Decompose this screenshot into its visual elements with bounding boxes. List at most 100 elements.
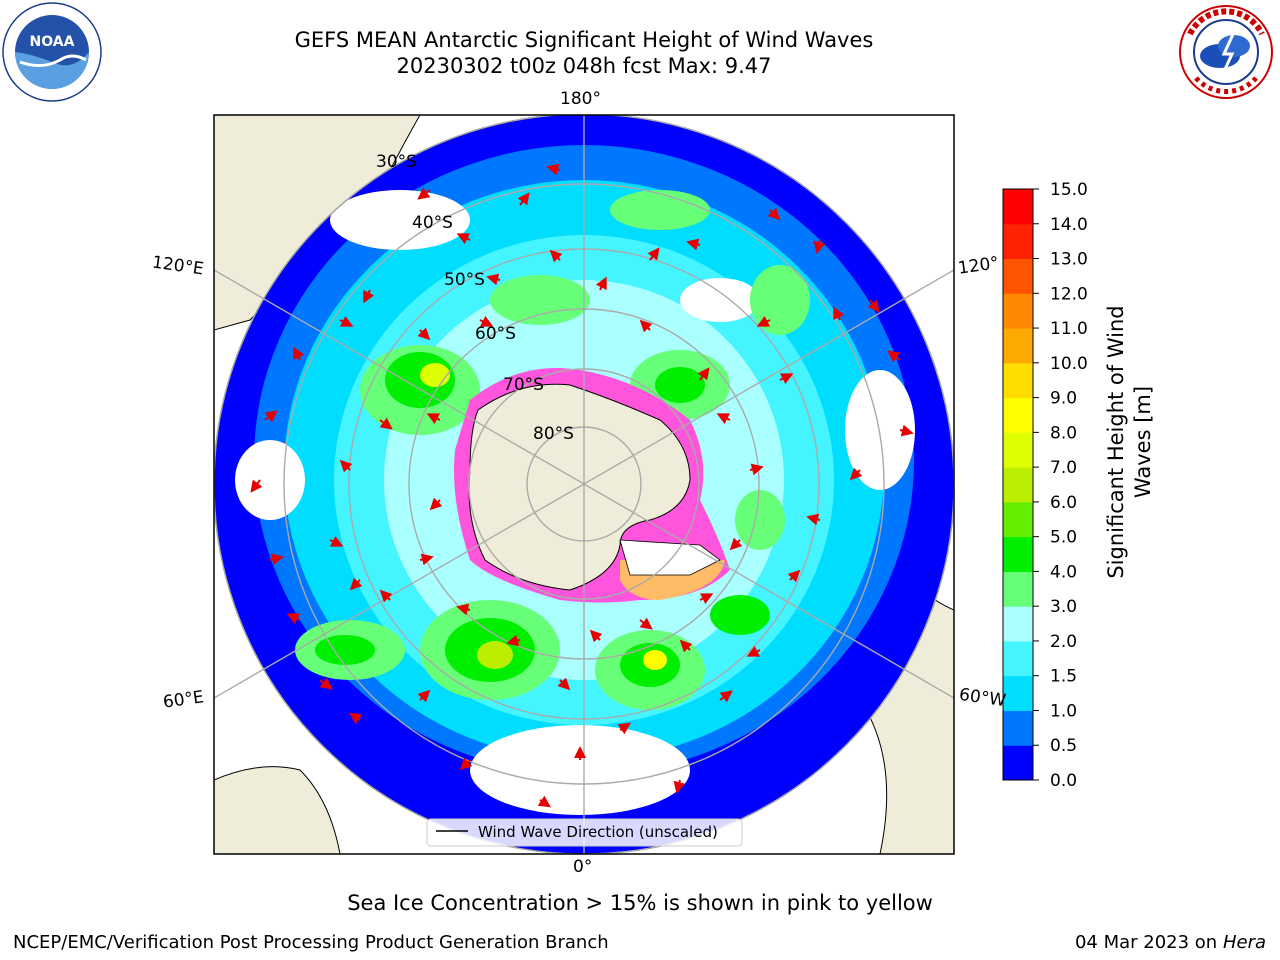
colorbar-tick-label: 10.0 [1050, 354, 1088, 374]
wind-wave-arrow [456, 603, 471, 616]
wind-wave-arrow [349, 712, 363, 725]
wind-wave-arrow [639, 617, 653, 630]
colorbar-segment [1003, 432, 1033, 468]
wind-wave-arrow [486, 273, 501, 286]
wind-wave-arrow [686, 238, 701, 251]
wind-wave-arrow [673, 779, 686, 794]
colorbar-segment [1003, 745, 1033, 781]
colorbar-tick-label: 15.0 [1050, 180, 1088, 200]
colorbar-segment [1003, 606, 1033, 642]
wind-wave-arrow [699, 593, 714, 605]
wind-wave-arrow [899, 424, 914, 437]
wind-wave-arrow [647, 247, 660, 261]
wind-wave-arrow [417, 327, 431, 341]
wind-wave-arrow [813, 239, 826, 254]
colorbar-tick-label: 11.0 [1050, 319, 1088, 339]
lat-label-70s: 70°S [503, 375, 544, 395]
wind-wave-arrow [767, 207, 781, 221]
wind-wave-arrow [787, 569, 801, 583]
wind-wave-arrow [429, 497, 443, 511]
wind-wave-arrow [617, 722, 631, 735]
wind-wave-arrow [546, 163, 561, 176]
colorbar-segment [1003, 223, 1033, 260]
wind-wave-arrow [849, 467, 863, 481]
wind-wave-arrow [459, 757, 473, 771]
wind-wave-arrow [537, 795, 551, 808]
wind-wave-arrow [349, 577, 363, 591]
wind-wave-arrows [250, 163, 914, 808]
map-frame [213, 114, 955, 855]
colorbar-tick-label: 2.0 [1050, 632, 1077, 652]
lon-label-0: 0° [573, 857, 593, 877]
colorbar-segment [1003, 293, 1033, 329]
colorbar-segment [1003, 571, 1033, 607]
wind-wave-arrow [269, 553, 284, 566]
wind-wave-arrow [319, 677, 333, 690]
wind-wave-arrow [867, 299, 880, 313]
wind-wave-arrow [557, 677, 571, 691]
colorbar-tick-label: 5.0 [1050, 528, 1077, 548]
wind-wave-arrow [419, 553, 434, 566]
wind-wave-arrow [716, 413, 731, 425]
sea-ice-note: Sea Ice Concentration > 15% is shown in … [347, 891, 933, 915]
colorbar-segment [1003, 536, 1033, 572]
colorbar-tick-label: 14.0 [1050, 215, 1088, 235]
colorbar-tick-label: 3.0 [1050, 597, 1077, 617]
noaa-logo-text: NOAA [30, 34, 75, 50]
nws-logo [1179, 5, 1273, 99]
colorbar-tick-label: 1.5 [1050, 667, 1077, 687]
wind-wave-arrow [329, 535, 344, 547]
wind-wave-arrow [833, 306, 845, 321]
wind-wave-arrow [749, 463, 764, 476]
map-legend: Wind Wave Direction (unscaled) [426, 818, 743, 847]
colorbar-segment [1003, 501, 1033, 538]
colorbar-segment [1003, 362, 1033, 399]
colorbar-segment [1003, 467, 1033, 503]
wind-wave-arrow [426, 413, 441, 425]
colorbar-tick-label: 4.0 [1050, 562, 1077, 582]
colorbar-segment [1003, 710, 1033, 746]
colorbar-tick-label: 12.0 [1050, 284, 1088, 304]
legend-label: Wind Wave Direction (unscaled) [478, 823, 718, 841]
lat-label-50s: 50°S [444, 270, 485, 290]
wind-wave-arrow [697, 367, 710, 381]
wind-wave-arrow [250, 479, 263, 493]
wind-wave-arrow [339, 459, 353, 473]
noaa-logo: NOAA [2, 2, 102, 102]
wind-wave-arrow [479, 315, 494, 327]
wind-wave-arrow [417, 689, 431, 703]
colorbar-segment [1003, 328, 1033, 364]
wind-wave-arrow [549, 249, 563, 263]
colorbar-tick-label: 6.0 [1050, 493, 1077, 513]
lat-label-60s: 60°S [475, 324, 516, 344]
wind-wave-arrow [379, 417, 393, 430]
chart-title: GEFS MEAN Antarctic Significant Height o… [294, 28, 874, 52]
graticule [214, 115, 954, 854]
colorbar-segment [1003, 675, 1033, 711]
generation-date: 04 Mar 2023 on Hera [1074, 932, 1266, 953]
colorbar-tick-label: 8.0 [1050, 423, 1077, 443]
lon-label-180: 180° [560, 89, 601, 109]
colorbar-tick-label: 9.0 [1050, 389, 1077, 409]
wind-wave-arrow [339, 315, 354, 327]
wind-wave-arrow [719, 690, 733, 703]
wind-wave-arrow [806, 513, 821, 526]
wind-wave-arrow [264, 410, 278, 423]
colorbar-tick-label: 13.0 [1050, 250, 1088, 270]
lat-label-80s: 80°S [533, 424, 574, 444]
colorbar-tick-label: 0.0 [1050, 771, 1077, 791]
wind-wave-arrow [417, 187, 431, 200]
wind-wave-arrow [589, 629, 603, 643]
wind-wave-arrow [363, 289, 375, 304]
chart-subtitle: 20230302 t00z 048h fcst Max: 9.47 [396, 54, 772, 78]
colorbar: 0.0 0.5 1.0 1.5 2.0 3.0 4.0 5.0 6.0 7.0 8.0 9.0 10.0… [1002, 180, 1088, 791]
colorbar-tick-label: 7.0 [1050, 458, 1077, 478]
producer-credit: NCEP/EMC/Verification Post Processing Pr… [13, 932, 609, 953]
wind-wave-arrow [286, 613, 301, 625]
colorbar-segment [1003, 640, 1033, 677]
colorbar-segment [1003, 397, 1033, 433]
lat-label-40s: 40°S [412, 213, 453, 233]
wind-wave-arrow [379, 589, 393, 603]
wind-wave-arrow [756, 315, 771, 327]
